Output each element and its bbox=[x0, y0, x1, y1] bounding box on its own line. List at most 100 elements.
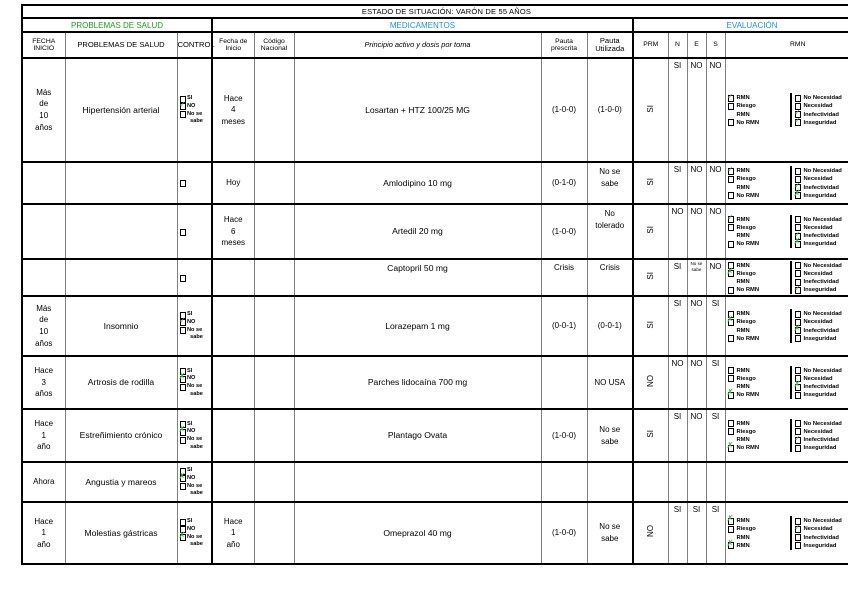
control-checkbox-group[interactable]: SI ✗ NO No se sabe bbox=[178, 466, 212, 497]
checkbox[interactable] bbox=[794, 428, 801, 436]
control-option[interactable]: No se sabe bbox=[179, 111, 212, 126]
checkbox[interactable] bbox=[179, 436, 186, 444]
checkbox[interactable]: ✗ bbox=[727, 515, 734, 525]
checkbox[interactable] bbox=[727, 428, 734, 436]
checkbox[interactable] bbox=[179, 311, 186, 319]
checkbox[interactable] bbox=[794, 94, 801, 102]
necesidad-option[interactable]: ✓ Inefectividad bbox=[794, 230, 842, 240]
control-option[interactable]: SI bbox=[179, 368, 212, 376]
control-checkbox-group[interactable]: SI NO ✗ No se sabe bbox=[178, 517, 212, 548]
necesidad-option[interactable]: Necesidad bbox=[794, 375, 842, 383]
checkbox[interactable] bbox=[727, 367, 734, 375]
cell-control[interactable]: SI ✗ NO No se sabe bbox=[176, 355, 213, 410]
necesidad-option[interactable]: ✗ Inseguridad bbox=[794, 238, 842, 248]
necesidad-option[interactable]: Inseguridad bbox=[794, 542, 842, 550]
cell-rmn[interactable]: RMN ✗ Riesgo RMN No RMN No Necesidad Necesidad… bbox=[724, 295, 848, 357]
rmn-option[interactable]: ✓ RMN bbox=[727, 214, 790, 224]
cell-rmn[interactable]: RMN ✗ Riesgo RMN No RMN No Necesidad Necesidad… bbox=[724, 258, 848, 297]
necesidad-option[interactable]: No Necesidad bbox=[794, 310, 842, 318]
rmn-checkbox-group[interactable]: ✓ RMN Riesgo RMN No RMN bbox=[726, 165, 790, 200]
control-option[interactable]: SI bbox=[179, 421, 212, 429]
checkbox[interactable] bbox=[794, 102, 801, 110]
necesidad-checkbox-group[interactable]: No Necesidad Necesidad ✓ Inefectividad Inseg… bbox=[789, 418, 842, 453]
rmn-option[interactable]: RMN bbox=[727, 262, 790, 270]
cell-control[interactable]: SI ✓ NO No se sabe bbox=[176, 295, 213, 357]
rmn-checkbox-group[interactable]: RMN ✗ Riesgo RMN No RMN bbox=[726, 261, 790, 294]
checkbox[interactable] bbox=[727, 310, 734, 318]
checkbox[interactable]: ✗ bbox=[727, 389, 734, 399]
control-checkbox-group[interactable]: SI ✓ NO No se sabe bbox=[178, 310, 212, 341]
checkbox[interactable] bbox=[794, 224, 801, 232]
necesidad-option[interactable]: ✓ Inefectividad bbox=[794, 434, 842, 444]
necesidad-option[interactable]: ✗ Inefectividad bbox=[794, 381, 842, 391]
control-option[interactable]: SI bbox=[179, 518, 212, 526]
checkbox[interactable]: ✓ bbox=[727, 214, 734, 224]
checkbox[interactable] bbox=[794, 216, 801, 224]
rmn-option[interactable]: Riesgo RMN bbox=[727, 175, 790, 191]
control-option[interactable]: ✗ NO bbox=[179, 373, 212, 383]
necesidad-option[interactable]: ✓ Inefectividad bbox=[794, 109, 842, 119]
necesidad-option[interactable]: Necesidad bbox=[794, 175, 842, 183]
control-checkbox-group[interactable] bbox=[178, 227, 212, 236]
rmn-option[interactable]: RMN bbox=[727, 420, 790, 428]
checkbox[interactable]: ✗ bbox=[727, 268, 734, 278]
checkbox[interactable] bbox=[794, 420, 801, 428]
rmn-option[interactable]: RMN bbox=[727, 367, 790, 375]
checkbox[interactable] bbox=[727, 262, 734, 270]
rmn-option[interactable]: Riesgo RMN bbox=[727, 428, 790, 444]
checkbox[interactable] bbox=[794, 278, 801, 286]
cell-control[interactable] bbox=[176, 161, 213, 205]
rmn-checkbox-group[interactable]: ✗ RMN Riesgo RMN ✗ RMN bbox=[726, 515, 790, 550]
necesidad-option[interactable]: ✓ Inseguridad bbox=[794, 284, 842, 294]
checkbox[interactable]: ✓ bbox=[727, 92, 734, 102]
rmn-option[interactable]: Riesgo RMN bbox=[727, 102, 790, 118]
rmn-option[interactable]: ✗ No RMN bbox=[727, 389, 790, 399]
rmn-option[interactable]: ✓ RMN bbox=[727, 92, 790, 102]
cell-rmn[interactable]: RMN Riesgo RMN ✗ No RMN No Necesidad Necesidad… bbox=[724, 408, 848, 463]
necesidad-option[interactable]: Necesidad bbox=[794, 102, 842, 110]
rmn-option[interactable]: No RMN bbox=[727, 240, 790, 248]
necesidad-option[interactable]: ✗ Inseguridad bbox=[794, 190, 842, 200]
checkbox[interactable] bbox=[794, 310, 801, 318]
rmn-option[interactable]: ✗ RMN bbox=[727, 540, 790, 550]
control-checkbox-group[interactable]: SI ✗ NO No se sabe bbox=[178, 367, 212, 398]
control-option[interactable]: SI bbox=[179, 95, 212, 103]
checkbox[interactable] bbox=[794, 542, 801, 550]
necesidad-option[interactable]: Inseguridad bbox=[794, 444, 842, 452]
necesidad-option[interactable]: Necesidad bbox=[794, 224, 842, 232]
necesidad-checkbox-group[interactable]: No Necesidad Necesidad Inefectividad ✓ Inseg… bbox=[789, 260, 842, 295]
checkbox[interactable]: ✗ bbox=[794, 324, 801, 334]
checkbox[interactable] bbox=[794, 318, 801, 326]
necesidad-option[interactable]: Necesidad bbox=[794, 270, 842, 278]
checkbox[interactable] bbox=[727, 192, 734, 200]
cell-rmn[interactable] bbox=[724, 461, 848, 503]
checkbox[interactable] bbox=[179, 180, 186, 188]
checkbox[interactable] bbox=[794, 167, 801, 175]
rmn-checkbox-group[interactable]: RMN ✗ Riesgo RMN No RMN bbox=[726, 309, 790, 343]
control-option[interactable]: ✗ No se sabe bbox=[179, 531, 212, 549]
cell-control[interactable]: SI ✗ NO No se sabe bbox=[176, 408, 213, 463]
necesidad-option[interactable]: No Necesidad bbox=[794, 420, 842, 428]
checkbox[interactable] bbox=[727, 240, 734, 248]
control-option[interactable] bbox=[179, 180, 212, 188]
checkbox[interactable] bbox=[179, 95, 186, 103]
checkbox[interactable] bbox=[794, 262, 801, 270]
checkbox[interactable]: ✓ bbox=[179, 317, 186, 327]
control-option[interactable] bbox=[179, 274, 212, 282]
necesidad-option[interactable]: Inseguridad bbox=[794, 335, 842, 343]
checkbox[interactable]: ✗ bbox=[727, 316, 734, 326]
rmn-option[interactable]: No RMN bbox=[727, 335, 790, 343]
rmn-option[interactable]: No RMN bbox=[727, 286, 790, 294]
necesidad-option[interactable]: ✓ Inseguridad bbox=[794, 117, 842, 127]
rmn-option[interactable]: ✗ RMN bbox=[727, 515, 790, 525]
checkbox[interactable]: ✗ bbox=[794, 190, 801, 200]
cell-control[interactable]: SI ✗ NO No se sabe bbox=[176, 461, 213, 503]
necesidad-option[interactable]: No Necesidad bbox=[794, 517, 842, 525]
cell-control[interactable] bbox=[176, 203, 213, 260]
necesidad-option[interactable]: Inefectividad bbox=[794, 534, 842, 542]
checkbox[interactable]: ✓ bbox=[794, 182, 801, 191]
necesidad-option[interactable]: No Necesidad bbox=[794, 262, 842, 270]
checkbox[interactable] bbox=[794, 175, 801, 183]
necesidad-checkbox-group[interactable]: No Necesidad Necesidad ✓ Inefectividad ✗ Inse… bbox=[789, 166, 842, 200]
checkbox[interactable]: ✓ bbox=[794, 523, 801, 533]
